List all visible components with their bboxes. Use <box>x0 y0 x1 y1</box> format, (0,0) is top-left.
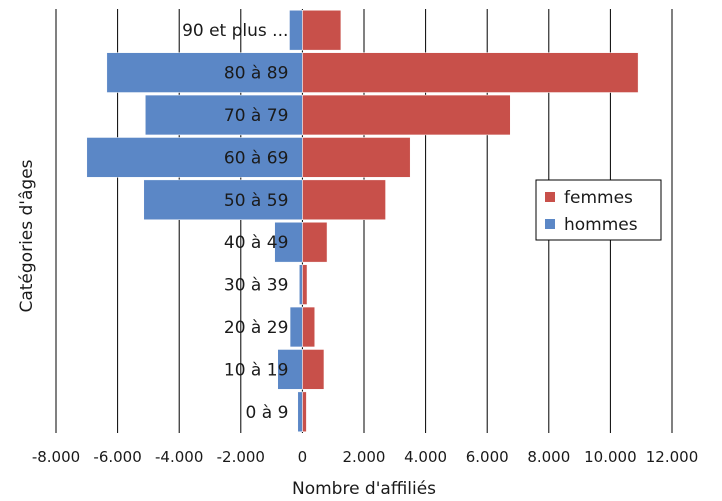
category-label-0: 0 à 9 <box>246 403 289 423</box>
bar-femmes-7 <box>302 94 511 136</box>
bar-hommes-3 <box>299 264 303 305</box>
bar-femmes-2 <box>302 306 315 348</box>
legend: femmes hommes <box>535 179 662 241</box>
category-label-8: 80 à 89 <box>224 64 289 84</box>
legend-label-femmes: femmes <box>564 188 633 208</box>
x-tick-label-6: 4.000 <box>404 448 447 466</box>
bar-femmes-0 <box>302 391 307 432</box>
x-tick-label-1: -6.000 <box>93 448 141 466</box>
x-tick-label-3: -2.000 <box>217 448 265 466</box>
bar-femmes-9 <box>302 10 342 51</box>
bar-hommes-4 <box>274 222 303 263</box>
legend-swatch-femmes <box>545 192 555 202</box>
x-tick-label-9: 10.000 <box>584 448 637 466</box>
bar-hommes-2 <box>289 306 303 348</box>
bar-hommes-1 <box>277 349 303 390</box>
bar-hommes-7 <box>145 94 303 136</box>
bar-femmes-1 <box>302 349 325 390</box>
category-label-2: 20 à 29 <box>224 318 289 338</box>
category-label-4: 40 à 49 <box>224 233 289 253</box>
x-tick-label-10: 12.000 <box>646 448 699 466</box>
bar-femmes-8 <box>302 52 639 93</box>
category-labels: 0 à 9 10 à 19 20 à 29 30 à 39 40 à 49 50 à 59… <box>182 21 288 423</box>
bars <box>86 10 639 432</box>
bar-femmes-5 <box>302 179 386 220</box>
y-axis-title: Catégories d'âges <box>17 159 37 312</box>
bar-hommes-5 <box>143 179 303 220</box>
legend-swatch-hommes <box>545 219 555 229</box>
category-label-6: 60 à 69 <box>224 148 289 168</box>
category-label-1: 10 à 19 <box>224 360 289 380</box>
bar-femmes-3 <box>302 264 308 305</box>
category-label-9: 90 et plus ... <box>182 21 288 41</box>
bar-hommes-0 <box>297 391 303 432</box>
x-tick-labels: -8.000 -6.000 -4.000 -2.000 0 2.000 4.000 6.000… <box>32 448 698 466</box>
bar-hommes-8 <box>106 52 303 93</box>
x-tick-label-4: 0 <box>298 448 308 466</box>
bar-femmes-4 <box>302 222 328 263</box>
bar-femmes-6 <box>302 137 411 178</box>
x-tick-label-8: 8.000 <box>527 448 570 466</box>
bar-hommes-6 <box>86 137 303 178</box>
legend-label-hommes: hommes <box>564 215 638 235</box>
x-tick-label-7: 6.000 <box>466 448 509 466</box>
category-label-3: 30 à 39 <box>224 276 289 296</box>
x-tick-label-0: -8.000 <box>32 448 80 466</box>
legend-box <box>535 179 662 241</box>
x-tick-label-2: -4.000 <box>155 448 203 466</box>
category-label-5: 50 à 59 <box>224 191 289 211</box>
x-axis-title: Nombre d'affiliés <box>292 479 436 499</box>
category-label-7: 70 à 79 <box>224 106 289 126</box>
bar-hommes-9 <box>289 10 303 51</box>
x-tick-label-5: 2.000 <box>343 448 386 466</box>
